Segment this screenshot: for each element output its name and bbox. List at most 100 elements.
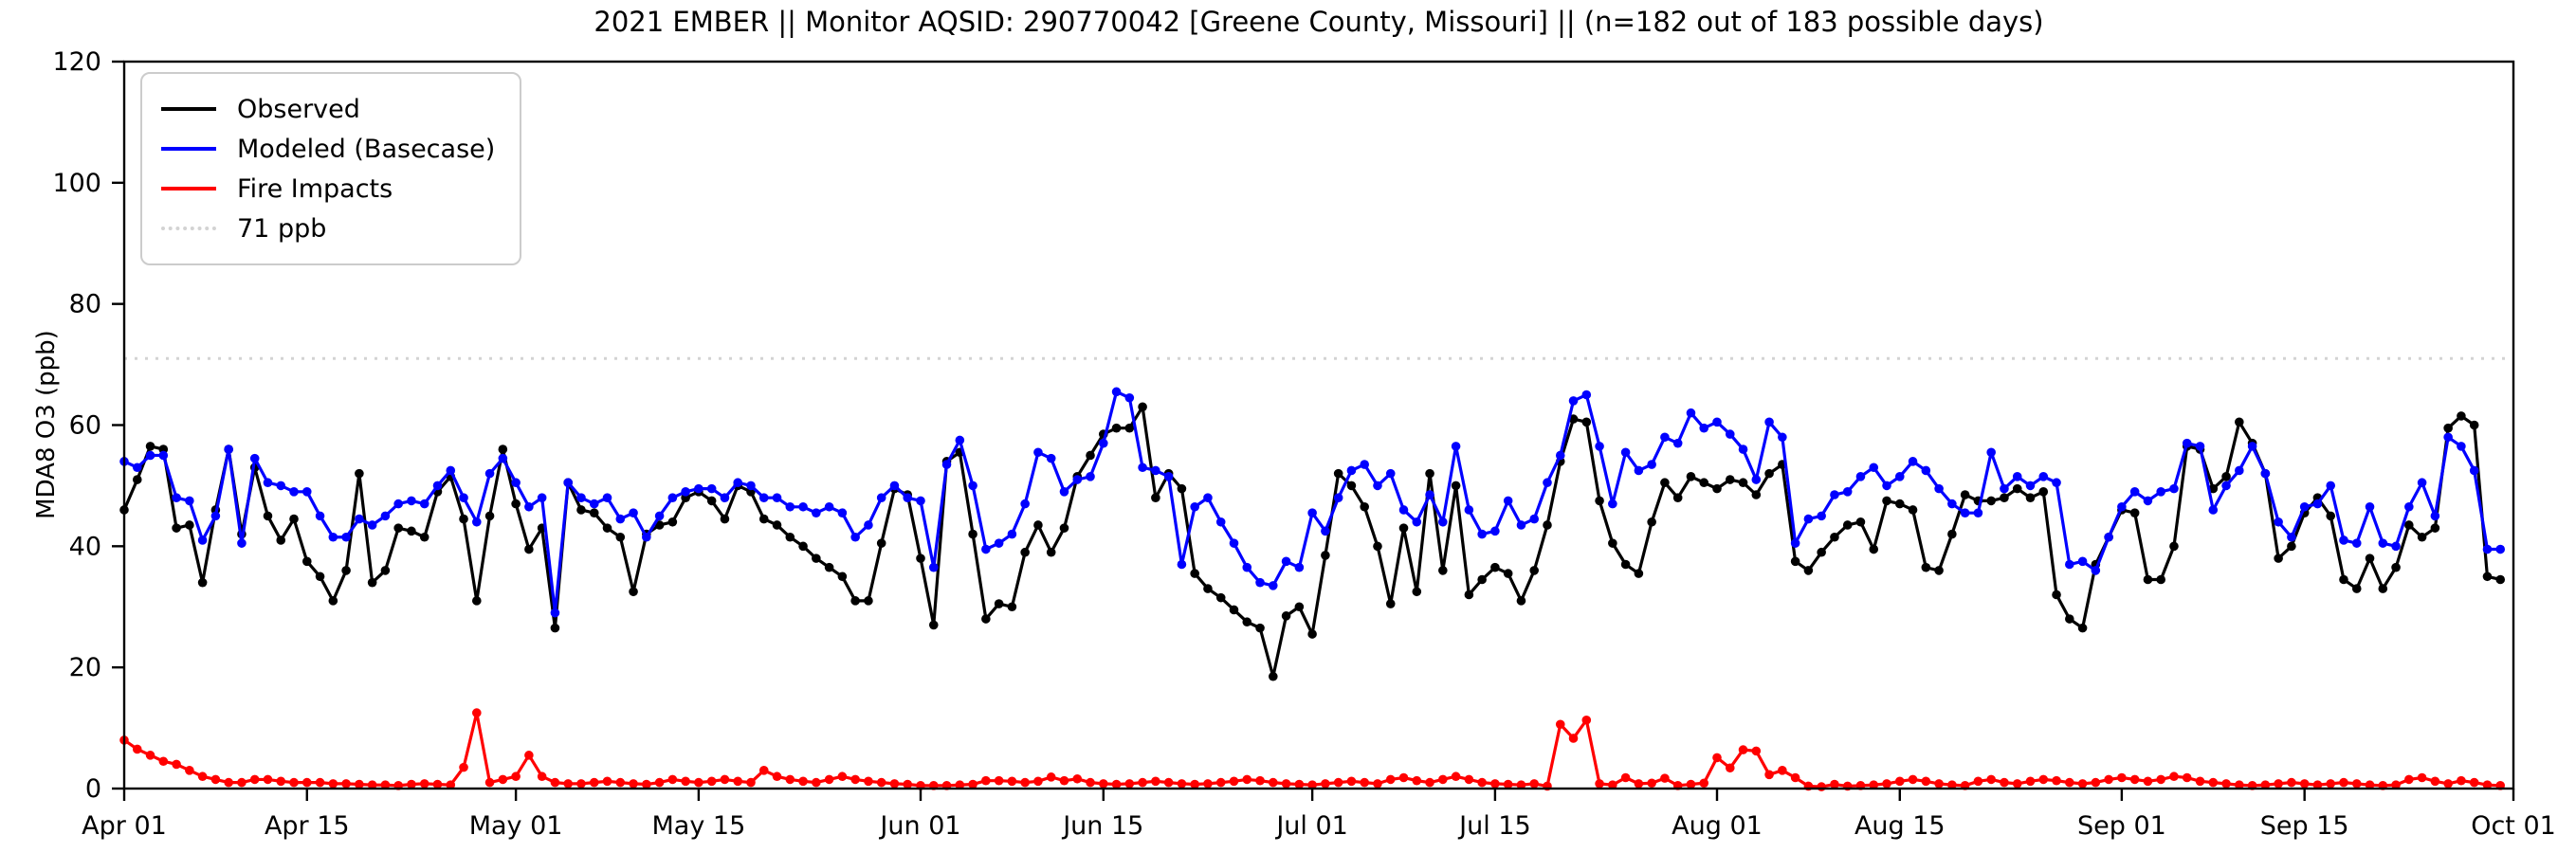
series-marker xyxy=(589,499,599,509)
series-marker xyxy=(2417,772,2427,783)
series-marker xyxy=(2287,777,2296,788)
series-marker xyxy=(1451,442,1461,451)
series-marker xyxy=(2457,442,2466,451)
series-marker xyxy=(1438,517,1448,527)
series-marker xyxy=(1529,514,1540,524)
series-marker xyxy=(2117,772,2127,783)
series-marker xyxy=(1555,719,1565,730)
series-marker xyxy=(2235,780,2244,789)
series-marker xyxy=(1086,777,1095,788)
series-marker xyxy=(2457,411,2466,421)
series-marker xyxy=(968,529,977,539)
series-marker xyxy=(1020,547,1030,557)
series-marker xyxy=(1333,493,1343,502)
series-marker xyxy=(2312,780,2323,789)
series-marker xyxy=(1242,774,1252,785)
series-marker xyxy=(1124,392,1135,403)
series-marker xyxy=(785,774,795,785)
series-marker xyxy=(1660,478,1670,488)
series-marker xyxy=(629,508,638,517)
x-tick-label: Apr 15 xyxy=(265,811,350,841)
series-marker xyxy=(1529,566,1540,575)
y-tick-label: 100 xyxy=(52,169,101,198)
series-marker xyxy=(1581,390,1592,400)
series-marker xyxy=(1490,526,1500,536)
series-marker xyxy=(758,514,769,524)
x-tick-label: Jul 01 xyxy=(1274,811,1348,841)
series-marker xyxy=(2299,779,2310,789)
series-marker xyxy=(1464,590,1474,600)
series-marker xyxy=(2351,779,2362,789)
legend-swatch xyxy=(161,147,216,151)
series-marker xyxy=(419,532,429,542)
series-marker xyxy=(968,779,977,789)
series-marker xyxy=(1425,490,1434,499)
series-marker xyxy=(1398,772,1409,783)
series-marker xyxy=(720,774,730,785)
series-marker xyxy=(1620,559,1631,570)
series-marker xyxy=(185,520,194,530)
series-marker xyxy=(694,777,703,788)
series-marker xyxy=(1111,387,1122,397)
series-marker xyxy=(772,771,782,782)
series-marker xyxy=(341,566,351,575)
series-marker xyxy=(667,493,678,502)
series-marker xyxy=(472,708,482,717)
series-marker xyxy=(472,596,482,606)
series-marker xyxy=(1177,559,1187,570)
series-marker xyxy=(941,460,952,469)
series-marker xyxy=(1307,780,1317,789)
series-marker xyxy=(1385,774,1396,785)
series-marker xyxy=(1803,566,1814,575)
series-marker xyxy=(1477,777,1487,788)
series-marker xyxy=(2260,468,2271,479)
series-marker xyxy=(1986,774,1996,785)
series-marker xyxy=(2430,511,2440,521)
series-marker xyxy=(1634,465,1644,476)
series-marker xyxy=(2443,779,2453,789)
series-marker xyxy=(2430,776,2440,787)
series-marker xyxy=(367,577,377,588)
series-marker xyxy=(1412,775,1422,786)
series-marker xyxy=(1608,780,1617,789)
series-marker xyxy=(1177,483,1187,494)
series-marker xyxy=(1842,487,1853,497)
series-marker xyxy=(694,483,703,494)
series-marker xyxy=(2235,465,2244,476)
series-marker xyxy=(1778,432,1787,443)
series-marker xyxy=(524,544,534,554)
series-marker xyxy=(2287,541,2296,552)
series-marker xyxy=(824,562,834,572)
series-marker xyxy=(1425,468,1434,479)
series-marker xyxy=(1033,447,1043,458)
series-marker xyxy=(2235,417,2244,427)
series-marker xyxy=(2417,478,2427,488)
series-marker xyxy=(1830,490,1839,499)
series-marker xyxy=(1817,547,1826,557)
series-marker xyxy=(1151,465,1160,476)
series-marker xyxy=(746,481,756,491)
series-marker xyxy=(1634,569,1644,578)
series-marker xyxy=(2365,554,2375,563)
series-marker xyxy=(197,535,208,545)
series-marker xyxy=(758,766,769,775)
series-marker xyxy=(511,499,521,509)
series-marker xyxy=(2012,779,2022,789)
series-marker xyxy=(1321,526,1330,536)
series-marker xyxy=(876,777,886,788)
series-marker xyxy=(798,776,808,787)
series-marker xyxy=(1346,776,1357,787)
y-tick-label: 40 xyxy=(69,532,101,561)
series-marker xyxy=(994,599,1004,608)
series-marker xyxy=(798,501,808,512)
series-marker xyxy=(1098,779,1108,789)
series-marker xyxy=(1686,408,1696,418)
series-marker xyxy=(459,514,468,524)
series-marker xyxy=(2129,508,2140,517)
series-marker xyxy=(1007,776,1017,787)
series-marker xyxy=(419,499,429,509)
series-marker xyxy=(1869,463,1879,473)
series-marker xyxy=(1007,529,1017,539)
